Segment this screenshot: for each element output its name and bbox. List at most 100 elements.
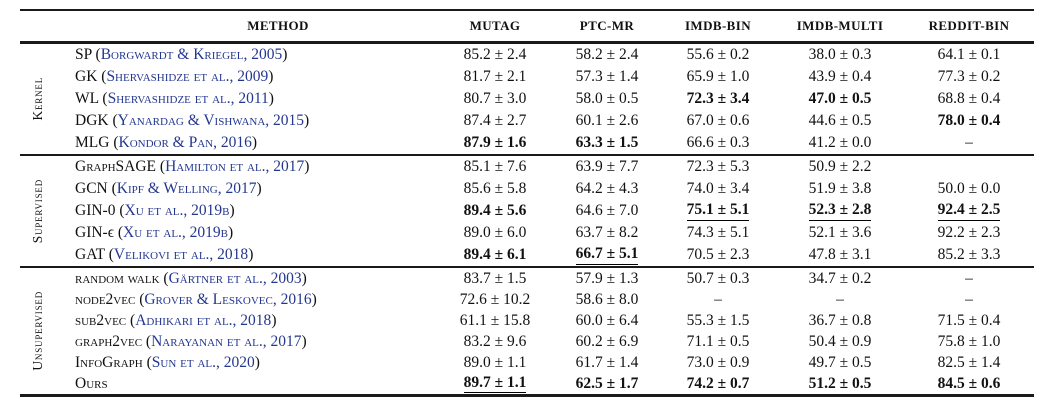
result-value: 60.2 ± 6.9 <box>575 332 639 350</box>
result-cell: 64.2 ± 4.3 <box>554 178 660 200</box>
result-value: 80.7 ± 3.0 <box>463 90 527 107</box>
citation-link[interactable]: Gärtner et al., 2003 <box>163 270 306 287</box>
group-label-cell: Unsupervised <box>20 266 56 396</box>
result-cell: 55.6 ± 0.2 <box>660 43 776 67</box>
table-row: InfoGraph Sun et al., 2020 89.0 ± 1.1 61.7… <box>20 352 1034 373</box>
method-cell: node2vec Grover & Leskovec, 2016 <box>56 289 436 310</box>
result-value: 52.1 ± 3.6 <box>808 224 872 241</box>
result-cell: 67.0 ± 0.6 <box>660 110 776 132</box>
table-row: graph2vec Narayanan et al., 2017 83.2 ± 9… <box>20 331 1034 352</box>
result-cell: 83.7 ± 1.5 <box>436 266 554 289</box>
result-value: 50.7 ± 0.3 <box>686 269 750 287</box>
group-label-kernel: Kernel <box>30 77 46 121</box>
citation-link[interactable]: Adhikari et al., 2018 <box>130 312 276 329</box>
column-header-imdb-multi: IMDB-MULTI <box>776 10 904 44</box>
result-value: 75.8 ± 1.0 <box>937 332 1001 350</box>
method-cell: random walk Gärtner et al., 2003 <box>56 266 436 289</box>
result-value: 71.5 ± 0.4 <box>937 311 1001 329</box>
result-cell: 58.2 ± 2.4 <box>554 43 660 67</box>
result-cell: 50.0 ± 0.0 <box>904 178 1034 200</box>
result-value: 63.7 ± 8.2 <box>575 224 639 241</box>
column-header-method: METHOD <box>20 10 436 44</box>
table-row: GIN-ϵ Xu et al., 2019b 89.0 ± 6.0 63.7 ± 8… <box>20 222 1034 244</box>
result-cell: 87.9 ± 1.6 <box>436 132 554 155</box>
result-value: 81.7 ± 2.1 <box>463 68 527 85</box>
method-name: Ours <box>75 374 108 392</box>
result-cell: 64.1 ± 0.1 <box>904 43 1034 67</box>
method-name: random walk <box>75 269 160 287</box>
result-value: 34.7 ± 0.2 <box>808 269 872 287</box>
result-value: – <box>965 134 973 151</box>
result-cell: 49.7 ± 0.5 <box>776 352 904 373</box>
result-value: 85.6 ± 5.8 <box>463 180 527 197</box>
result-value: 66.6 ± 0.3 <box>686 134 750 151</box>
method-cell: InfoGraph Sun et al., 2020 <box>56 352 436 373</box>
table-row: GK Shervashidze et al., 2009 81.7 ± 2.1 57… <box>20 66 1034 88</box>
result-value: 66.7 ± 5.1 <box>575 245 639 265</box>
citation-link[interactable]: Borgwardt & Kriegel, 2005 <box>96 46 288 63</box>
result-value: 89.0 ± 6.0 <box>463 224 527 241</box>
column-header-imdb-bin: IMDB-BIN <box>660 10 776 44</box>
result-cell: 36.7 ± 0.8 <box>776 310 904 331</box>
result-cell: 58.6 ± 8.0 <box>554 289 660 310</box>
citation-link[interactable]: Shervashidze et al., 2009 <box>101 68 273 85</box>
result-cell: 63.9 ± 7.7 <box>554 154 660 178</box>
method-name: GCN <box>75 180 108 197</box>
result-value: 77.3 ± 0.2 <box>937 68 1001 85</box>
method-name: node2vec <box>75 290 136 308</box>
result-cell: – <box>904 266 1034 289</box>
result-value: 92.4 ± 2.5 <box>937 201 1001 221</box>
result-value: 89.4 ± 5.6 <box>463 202 527 219</box>
benchmark-results-table: METHOD MUTAG PTC-MR IMDB-BIN IMDB-MULTI REDD… <box>20 9 1034 397</box>
table-row: MLG Kondor & Pan, 2016 87.9 ± 1.6 63.3 ± 1… <box>20 132 1034 155</box>
result-value: 55.6 ± 0.2 <box>686 46 750 63</box>
method-name: graph2vec <box>75 332 143 350</box>
result-value: 78.0 ± 0.4 <box>937 112 1001 129</box>
result-value: 52.3 ± 2.8 <box>808 201 872 221</box>
method-cell: GCN Kipf & Welling, 2017 <box>56 178 436 200</box>
citation-link[interactable]: Kondor & Pan, 2016 <box>113 134 257 151</box>
citation-link[interactable]: Kipf & Welling, 2017 <box>112 180 262 197</box>
result-value: 63.3 ± 1.5 <box>575 134 639 151</box>
method-name: DGK <box>75 112 109 129</box>
result-value: 50.4 ± 0.9 <box>808 332 872 350</box>
citation-link[interactable]: Yanardag & Vishwana, 2015 <box>112 112 309 129</box>
result-cell: 38.0 ± 0.3 <box>776 43 904 67</box>
result-cell: 73.0 ± 0.9 <box>660 352 776 373</box>
citation-link[interactable]: Shervashidze et al., 2011 <box>102 90 274 107</box>
citation-link[interactable]: Sun et al., 2020 <box>147 354 260 371</box>
result-value: 92.2 ± 2.3 <box>937 224 1001 241</box>
citation-link[interactable]: Xu et al., 2019b <box>118 224 233 241</box>
group-supervised: Supervised GraphSAGE Hamilton et al., 201… <box>20 154 1034 267</box>
column-header-ptc-mr: PTC-MR <box>554 10 660 44</box>
table-row: GIN-0 Xu et al., 2019b 89.4 ± 5.6 64.6 ± 7… <box>20 200 1034 222</box>
citation-link[interactable]: Grover & Leskovec, 2016 <box>139 291 317 308</box>
result-cell: 60.0 ± 6.4 <box>554 310 660 331</box>
result-value: 83.2 ± 9.6 <box>463 332 527 350</box>
citation-link[interactable]: Xu et al., 2019b <box>119 202 234 219</box>
table-row: GAT Velikovi et al., 2018 89.4 ± 6.1 66.7 … <box>20 244 1034 267</box>
result-cell: 62.5 ± 1.7 <box>554 373 660 396</box>
table-row: node2vec Grover & Leskovec, 2016 72.6 ± 1… <box>20 289 1034 310</box>
result-cell: 50.9 ± 2.2 <box>776 154 904 178</box>
citation-link[interactable]: Velikovi et al., 2018 <box>109 246 254 263</box>
citation-link[interactable]: Narayanan et al., 2017 <box>146 333 307 350</box>
result-value: 57.3 ± 1.4 <box>575 68 639 85</box>
result-value: 70.5 ± 2.3 <box>686 246 750 263</box>
result-value: 82.5 ± 1.4 <box>937 353 1001 371</box>
result-value: 47.0 ± 0.5 <box>808 90 872 107</box>
method-name: GIN-ϵ <box>75 224 114 241</box>
result-value: 60.1 ± 2.6 <box>575 112 639 129</box>
result-cell: 47.0 ± 0.5 <box>776 88 904 110</box>
method-cell: DGK Yanardag & Vishwana, 2015 <box>56 110 436 132</box>
result-value: 50.0 ± 0.0 <box>937 180 1001 197</box>
method-name: GIN-0 <box>75 202 116 219</box>
method-cell: MLG Kondor & Pan, 2016 <box>56 132 436 155</box>
result-value: 60.0 ± 6.4 <box>575 311 639 329</box>
result-cell: 58.0 ± 0.5 <box>554 88 660 110</box>
result-value: 65.9 ± 1.0 <box>686 68 750 85</box>
result-cell: 52.3 ± 2.8 <box>776 200 904 222</box>
citation-link[interactable]: Hamilton et al., 2017 <box>160 158 310 175</box>
result-cell: 89.4 ± 6.1 <box>436 244 554 267</box>
method-cell: GraphSAGE Hamilton et al., 2017 <box>56 154 436 178</box>
